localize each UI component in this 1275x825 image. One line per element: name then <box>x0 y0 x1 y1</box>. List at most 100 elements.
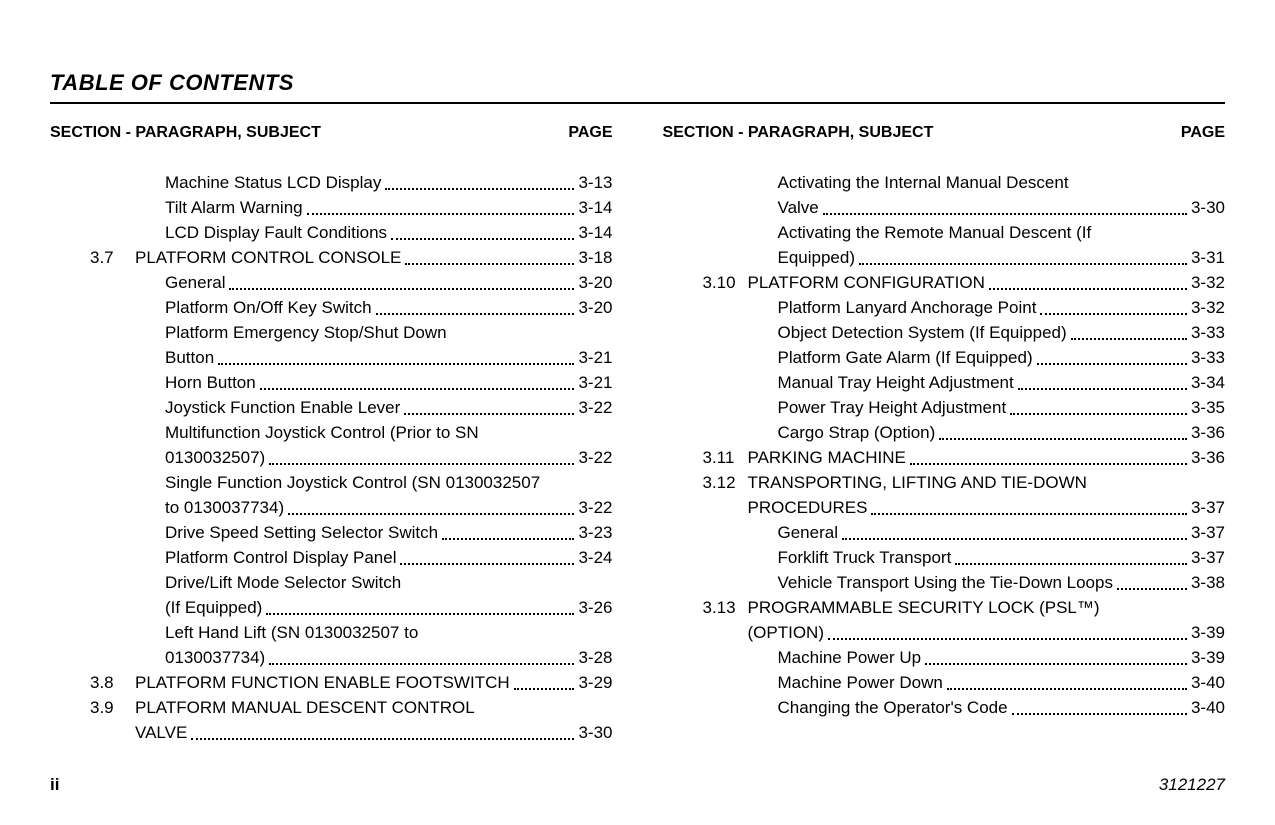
entry-page: 3-33 <box>1191 320 1225 345</box>
page-title: TABLE OF CONTENTS <box>50 70 1225 104</box>
leader-dots <box>400 563 574 565</box>
toc-section-entry-multiline: 3.9PLATFORM MANUAL DESCENT CONTROLVALVE3… <box>50 695 613 745</box>
entry-label-line2: to 0130037734) <box>165 495 284 520</box>
leader-dots <box>925 663 1187 665</box>
entry-label: Machine Power Up <box>778 645 922 670</box>
entry-label: Platform Lanyard Anchorage Point <box>778 295 1037 320</box>
entry-label: Machine Status LCD Display <box>165 170 381 195</box>
entry-page: 3-18 <box>578 245 612 270</box>
leader-dots <box>514 688 575 690</box>
entry-page: 3-40 <box>1191 670 1225 695</box>
toc-sub-entry: Manual Tray Height Adjustment 3-34 <box>663 370 1226 395</box>
toc-sub-entry: Vehicle Transport Using the Tie-Down Loo… <box>663 570 1226 595</box>
entry-label: Platform Gate Alarm (If Equipped) <box>778 345 1033 370</box>
section-number: 3.9 <box>90 695 135 720</box>
toc-sub-entry: Changing the Operator's Code3-40 <box>663 695 1226 720</box>
entry-label-line1: Activating the Internal Manual Descent <box>778 170 1226 195</box>
entry-page: 3-36 <box>1191 420 1225 445</box>
entry-page: 3-33 <box>1191 345 1225 370</box>
leader-dots <box>823 213 1187 215</box>
right-column: SECTION - PARAGRAPH, SUBJECT PAGE Activa… <box>663 124 1226 745</box>
leader-dots <box>859 263 1187 265</box>
leader-dots <box>385 188 574 190</box>
entry-label: Horn Button <box>165 370 256 395</box>
toc-section-entry: 3.8PLATFORM FUNCTION ENABLE FOOTSWITCH3-… <box>50 670 613 695</box>
toc-sub-entry: General3-37 <box>663 520 1226 545</box>
leader-dots <box>910 463 1187 465</box>
entry-label: LCD Display Fault Conditions <box>165 220 387 245</box>
entry-label: PLATFORM CONTROL CONSOLE <box>135 245 401 270</box>
entry-label: Tilt Alarm Warning <box>165 195 303 220</box>
entry-page: 3-37 <box>1191 495 1225 520</box>
toc-sub-entry: Machine Power Up 3-39 <box>663 645 1226 670</box>
entry-page: 3-37 <box>1191 545 1225 570</box>
entry-page: 3-20 <box>578 295 612 320</box>
entry-page: 3-30 <box>578 720 612 745</box>
entry-page: 3-21 <box>578 345 612 370</box>
entry-label-line2: VALVE <box>135 720 187 745</box>
right-entries: Activating the Internal Manual DescentVa… <box>663 170 1226 720</box>
toc-sub-entry: Platform Gate Alarm (If Equipped) 3-33 <box>663 345 1226 370</box>
toc-sub-entry: Joystick Function Enable Lever3-22 <box>50 395 613 420</box>
entry-page: 3-30 <box>1191 195 1225 220</box>
leader-dots <box>269 463 574 465</box>
leader-dots <box>1040 313 1187 315</box>
entry-label-line1: Drive/Lift Mode Selector Switch <box>165 570 613 595</box>
entry-label-line1: Multifunction Joystick Control (Prior to… <box>165 420 613 445</box>
entry-page: 3-23 <box>578 520 612 545</box>
entry-page: 3-39 <box>1191 645 1225 670</box>
column-header-left: SECTION - PARAGRAPH, SUBJECT PAGE <box>50 124 613 142</box>
entry-label: Drive Speed Setting Selector Switch <box>165 520 438 545</box>
entry-page: 3-35 <box>1191 395 1225 420</box>
leader-dots <box>1071 338 1187 340</box>
entry-label-line2: (If Equipped) <box>165 595 262 620</box>
entry-page: 3-22 <box>578 395 612 420</box>
leader-dots <box>391 238 574 240</box>
footer: ii 3121227 <box>50 775 1225 795</box>
entry-page: 3-31 <box>1191 245 1225 270</box>
leader-dots <box>828 638 1187 640</box>
section-number: 3.11 <box>703 445 748 470</box>
leader-dots <box>947 688 1187 690</box>
toc-section-entry: 3.7PLATFORM CONTROL CONSOLE3-18 <box>50 245 613 270</box>
left-entries: Machine Status LCD Display3-13Tilt Alarm… <box>50 170 613 745</box>
toc-sub-entry: Cargo Strap (Option) 3-36 <box>663 420 1226 445</box>
leader-dots <box>218 363 574 365</box>
entry-label-line1: PROGRAMMABLE SECURITY LOCK (PSL™) <box>748 595 1100 620</box>
entry-page: 3-21 <box>578 370 612 395</box>
toc-section-entry-multiline: 3.13PROGRAMMABLE SECURITY LOCK (PSL™)(OP… <box>663 595 1226 645</box>
header-page: PAGE <box>568 124 612 142</box>
left-column: SECTION - PARAGRAPH, SUBJECT PAGE Machin… <box>50 124 613 745</box>
leader-dots <box>955 563 1187 565</box>
entry-page: 3-36 <box>1191 445 1225 470</box>
section-number: 3.12 <box>703 470 748 495</box>
entry-page: 3-34 <box>1191 370 1225 395</box>
footer-page-number: ii <box>50 775 59 795</box>
toc-sub-entry-multiline: Platform Emergency Stop/Shut DownButton3… <box>50 320 613 370</box>
leader-dots <box>376 313 575 315</box>
entry-label: General <box>165 270 225 295</box>
toc-sub-entry: Machine Status LCD Display3-13 <box>50 170 613 195</box>
toc-sub-entry: Platform Control Display Panel3-24 <box>50 545 613 570</box>
toc-sub-entry-multiline: Single Function Joystick Control (SN 013… <box>50 470 613 520</box>
leader-dots <box>269 663 574 665</box>
leader-dots <box>307 213 575 215</box>
toc-sub-entry: Object Detection System (If Equipped)3-3… <box>663 320 1226 345</box>
leader-dots <box>1012 713 1187 715</box>
leader-dots <box>939 438 1187 440</box>
toc-section-entry-multiline: 3.12TRANSPORTING, LIFTING AND TIE-DOWNPR… <box>663 470 1226 520</box>
toc-sub-entry: Horn Button 3-21 <box>50 370 613 395</box>
entry-page: 3-14 <box>578 195 612 220</box>
entry-label: Cargo Strap (Option) <box>778 420 936 445</box>
section-number: 3.10 <box>703 270 748 295</box>
entry-label: Platform Control Display Panel <box>165 545 396 570</box>
entry-label-line1: Activating the Remote Manual Descent (If <box>778 220 1226 245</box>
toc-sub-entry-multiline: Left Hand Lift (SN 0130032507 to01300377… <box>50 620 613 670</box>
entry-label: Manual Tray Height Adjustment <box>778 370 1014 395</box>
leader-dots <box>405 263 574 265</box>
toc-sub-entry: Machine Power Down3-40 <box>663 670 1226 695</box>
entry-label-line2: (OPTION) <box>748 620 825 645</box>
entry-label: Platform On/Off Key Switch <box>165 295 372 320</box>
toc-sub-entry: LCD Display Fault Conditions3-14 <box>50 220 613 245</box>
leader-dots <box>871 513 1187 515</box>
